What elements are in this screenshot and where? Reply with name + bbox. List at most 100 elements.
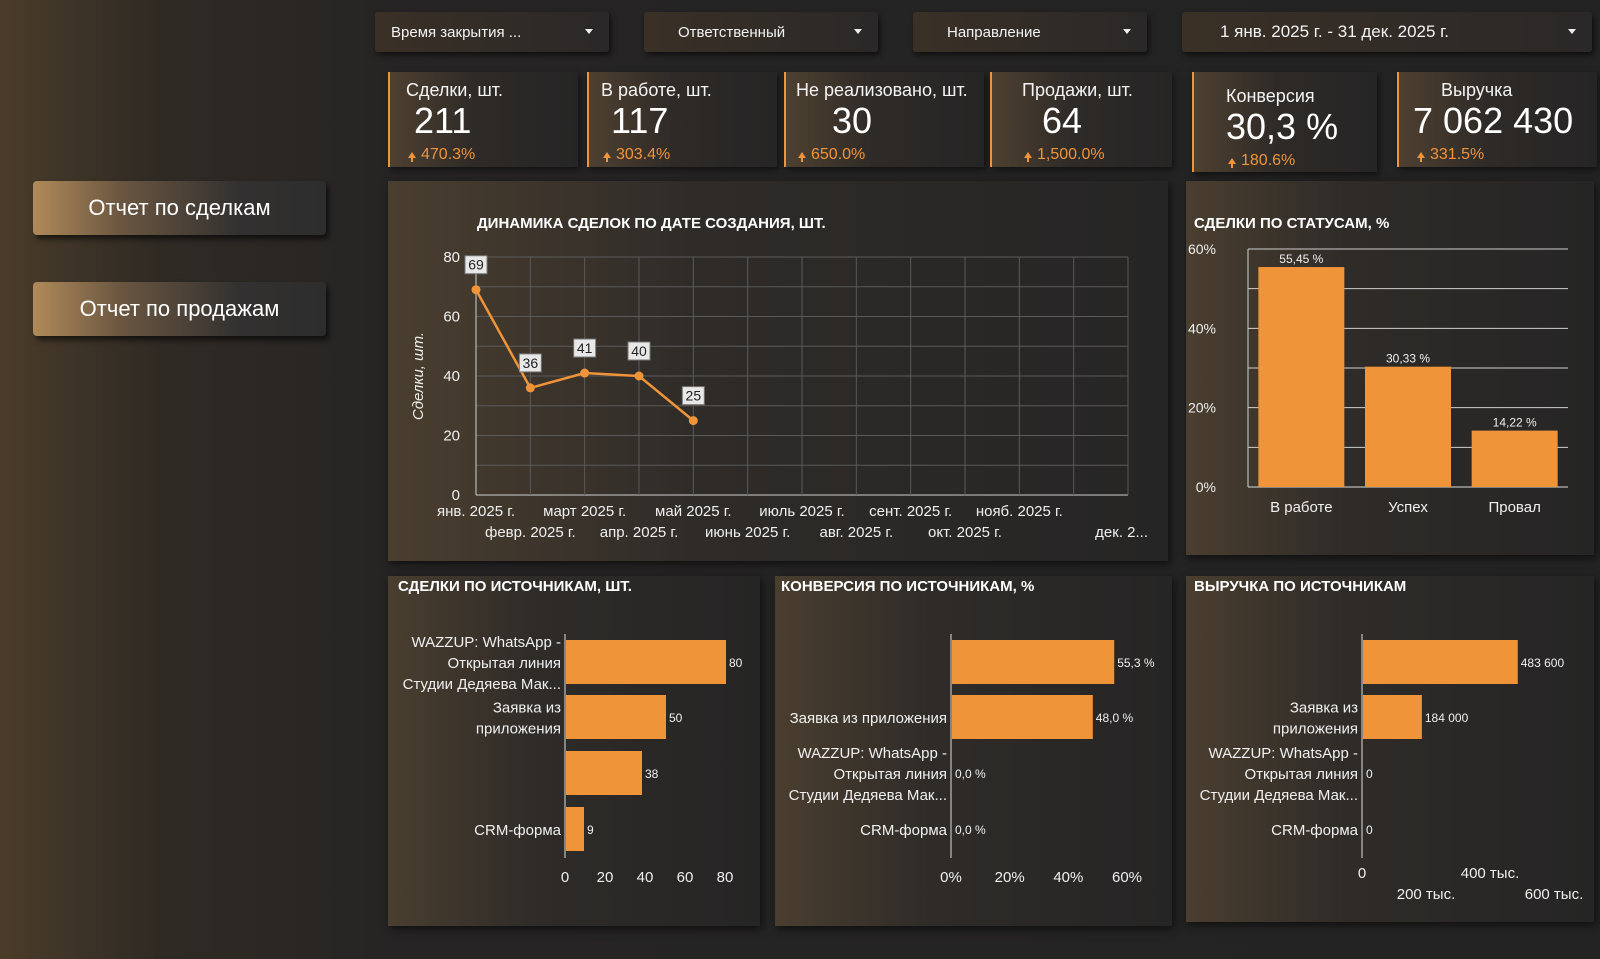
chart-title: ВЫРУЧКА ПО ИСТОЧНИКАМ — [1194, 578, 1407, 595]
sales-report-button[interactable]: Отчет по продажам — [33, 282, 326, 336]
kpi-change: 180.6% — [1228, 152, 1295, 170]
kpi-label: Конверсия — [1226, 86, 1315, 106]
bar — [1258, 267, 1345, 487]
data-label-box — [573, 338, 597, 358]
data-label: 0,0 % — [955, 767, 986, 781]
category-label: Заявка из — [1290, 700, 1358, 717]
data-label: 0 — [1366, 823, 1373, 837]
data-point — [580, 368, 590, 378]
x-tick-label: 0% — [940, 869, 962, 886]
revenue-by-source-panel: ВЫРУЧКА ПО ИСТОЧНИКАМ 483 600 184 000 Заяв… — [1186, 576, 1594, 922]
arrow-up-icon — [603, 152, 611, 162]
chart-title: ДИНАМИКА СДЕЛОК ПО ДАТЕ СОЗДАНИЯ, ШТ. — [477, 215, 826, 232]
x-tick-label: 400 тыс. — [1461, 865, 1520, 882]
x-tick-label: февр. 2025 г. — [485, 524, 576, 541]
line-chart: 0 20 40 60 80 янв. 2025 г. февр. 2025 г. март 2… — [410, 249, 1148, 541]
category-label: приложения — [476, 721, 561, 738]
data-label: 80 — [729, 656, 743, 670]
bar — [952, 640, 1115, 684]
category-label: WAZZUP: WhatsApp - — [1209, 745, 1358, 762]
bar — [566, 640, 726, 684]
category-label: Заявка из — [493, 700, 561, 717]
x-tick-label: В работе — [1270, 499, 1333, 516]
conversion-by-source-chart: 55,3 % 48,0 % Заявка из приложения 0,0 % WAZ… — [789, 634, 1155, 886]
bar — [566, 807, 584, 851]
kpi-change: 331.5% — [1417, 146, 1484, 164]
y-tick-label: 20% — [1188, 400, 1216, 416]
bar — [1363, 640, 1518, 684]
data-label-box — [518, 353, 542, 373]
arrow-up-icon — [798, 152, 806, 162]
x-tick-label: май 2025 г. — [655, 503, 732, 520]
x-tick-label: 80 — [717, 869, 734, 886]
data-label-box — [627, 341, 651, 361]
data-label: 184 000 — [1425, 711, 1469, 725]
data-point — [634, 371, 644, 381]
date-range-filter[interactable]: 1 янв. 2025 г. - 31 дек. 2025 г. — [1182, 12, 1592, 52]
data-label: 40 — [631, 343, 647, 359]
status-bar-chart: 0% 20% 40% 60% 55,45 % В работе 30,33 % Успех 14… — [1188, 241, 1568, 516]
bar — [1363, 695, 1422, 739]
data-point — [525, 383, 535, 393]
arrow-up-icon — [1024, 152, 1032, 162]
x-tick-label: 20% — [995, 869, 1025, 886]
data-label: 69 — [468, 257, 484, 273]
filter-label: Направление — [947, 23, 1041, 41]
data-label: 55,45 % — [1279, 252, 1323, 266]
filter-direction[interactable]: Направление — [913, 12, 1147, 52]
kpi-change: 1,500.0% — [1024, 146, 1105, 164]
filter-responsible[interactable]: Ответственный — [644, 12, 878, 52]
kpi-value: 30,3 % — [1226, 106, 1339, 147]
data-point — [471, 285, 481, 295]
chevron-down-icon — [1568, 29, 1576, 34]
kpi-revenue: Выручка 7 062 430 331.5% — [1397, 72, 1597, 167]
x-tick-label: Провал — [1488, 499, 1540, 516]
conversion-by-source-panel: КОНВЕРСИЯ ПО ИСТОЧНИКАМ, % 55,3 % 48,0 % З… — [775, 576, 1172, 926]
data-label: 30,33 % — [1386, 352, 1430, 366]
category-label: CRM-форма — [860, 822, 947, 839]
data-label: 55,3 % — [1117, 656, 1155, 670]
arrow-up-icon — [1228, 158, 1236, 168]
kpi-label: В работе, шт. — [601, 80, 712, 100]
kpi-change: 303.4% — [603, 146, 670, 164]
data-label: 48,0 % — [1096, 711, 1134, 725]
kpi-value: 64 — [1042, 100, 1083, 141]
deals-report-button[interactable]: Отчет по сделкам — [33, 181, 326, 235]
y-tick-label: 0% — [1196, 479, 1216, 495]
kpi-value: 211 — [414, 100, 472, 141]
data-point — [688, 416, 698, 426]
category-label: WAZZUP: WhatsApp - — [798, 745, 947, 762]
kpi-change: 650.0% — [798, 146, 865, 164]
y-tick-label: 40% — [1188, 320, 1216, 336]
category-label: Студии Дедяева Мак... — [403, 676, 561, 693]
x-tick-label: март 2025 г. — [543, 503, 626, 520]
bar — [952, 695, 1093, 739]
category-label: Открытая линия — [1245, 766, 1358, 783]
data-label: 0,0 % — [955, 823, 986, 837]
bar — [566, 751, 642, 795]
arrow-up-icon — [408, 152, 416, 162]
bar — [566, 695, 666, 739]
y-tick-label: 20 — [443, 428, 460, 445]
kpi-label: Выручка — [1441, 80, 1513, 100]
category-label: Студии Дедяева Мак... — [789, 787, 947, 804]
x-tick-label: 200 тыс. — [1397, 886, 1456, 903]
data-label: 0 — [1366, 767, 1373, 781]
x-tick-label: 600 тыс. — [1525, 886, 1584, 903]
y-tick-label: 0 — [452, 487, 460, 504]
kpi-label: Продажи, шт. — [1022, 80, 1133, 100]
x-tick-label: 60 — [677, 869, 694, 886]
x-tick-label: 40% — [1053, 869, 1083, 886]
chart-title: СДЕЛКИ ПО ИСТОЧНИКАМ, ШТ. — [398, 578, 632, 595]
data-label-box — [464, 255, 488, 275]
x-tick-label: янв. 2025 г. — [437, 503, 515, 520]
kpi-in-progress: В работе, шт. 117 303.4% — [587, 72, 777, 167]
chart-title: КОНВЕРСИЯ ПО ИСТОЧНИКАМ, % — [781, 578, 1035, 595]
kpi-deals: Сделки, шт. 211 470.3% — [388, 72, 578, 167]
y-tick-label: 80 — [443, 249, 460, 266]
filter-close-time[interactable]: Время закрытия ... — [375, 12, 609, 52]
kpi-value: 117 — [611, 100, 669, 141]
revenue-by-source-chart: 483 600 184 000 Заявка из приложения 0 WAZZUP… — [1200, 634, 1584, 903]
y-axis-label: Сделки, шт. — [410, 332, 427, 420]
x-tick-label: 20 — [597, 869, 614, 886]
